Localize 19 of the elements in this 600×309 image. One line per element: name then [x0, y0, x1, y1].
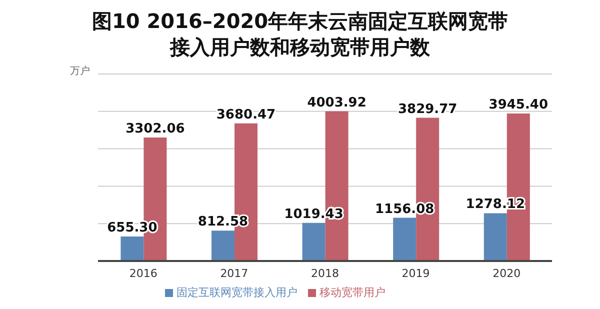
data-label: 4003.92: [307, 95, 366, 110]
bar: [302, 222, 326, 261]
bar: [212, 230, 234, 261]
x-tick-label: 2017: [220, 266, 248, 280]
data-label: 3680.47: [216, 107, 276, 122]
bar: [120, 236, 144, 261]
data-label: 3829.77: [398, 102, 458, 117]
x-tick-label: 2018: [311, 266, 339, 280]
data-label: 3945.40: [488, 97, 548, 112]
legend-label: 移动宽带用户: [320, 286, 386, 299]
y-axis-title: 万户: [70, 64, 90, 78]
x-tick-label: 2020: [492, 266, 521, 280]
x-tick-label: 2019: [402, 266, 430, 280]
legend-label: 固定互联网宽带接入用户: [176, 286, 298, 299]
data-label: 3302.06: [126, 122, 185, 137]
chart-title: 图10 2016–2020年年末云南固定互联网宽带接入用户数和移动宽带用户数: [90, 8, 510, 60]
bar: [484, 213, 507, 261]
x-tick-label: 2016: [129, 266, 158, 280]
bar: [393, 218, 416, 261]
